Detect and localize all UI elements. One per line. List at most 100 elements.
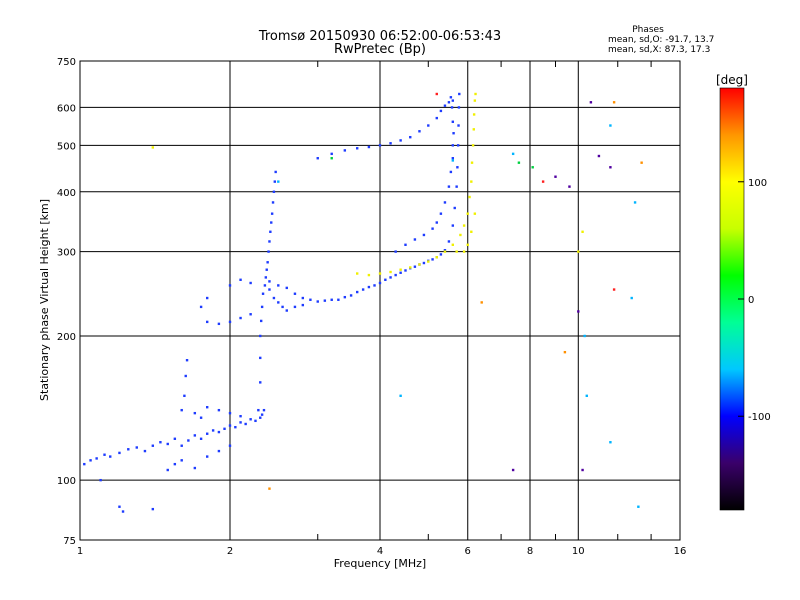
data-point bbox=[271, 201, 275, 204]
data-point bbox=[316, 157, 319, 160]
data-point bbox=[609, 166, 612, 169]
data-point bbox=[427, 124, 430, 127]
data-point bbox=[355, 290, 359, 294]
data-point bbox=[293, 292, 297, 295]
data-point bbox=[323, 299, 327, 302]
data-point bbox=[399, 139, 402, 142]
data-point bbox=[193, 411, 197, 415]
data-point bbox=[389, 276, 392, 279]
data-point bbox=[234, 425, 237, 429]
data-point bbox=[343, 149, 347, 152]
data-point bbox=[249, 313, 252, 316]
data-point bbox=[173, 462, 177, 466]
stats-line-x: mean, sd,X: 87.3, 17.3 bbox=[608, 45, 710, 55]
stats-heading: Phases bbox=[632, 25, 664, 35]
data-point bbox=[399, 268, 402, 271]
data-point bbox=[449, 170, 453, 174]
data-point bbox=[470, 161, 474, 164]
data-point bbox=[589, 101, 593, 104]
data-point bbox=[581, 230, 584, 233]
data-point bbox=[259, 416, 262, 419]
data-point bbox=[264, 276, 268, 279]
data-point bbox=[568, 185, 571, 188]
data-point bbox=[180, 459, 183, 462]
y-tick-label: 400 bbox=[57, 188, 76, 199]
data-point bbox=[259, 319, 263, 323]
y-tick-label: 600 bbox=[57, 103, 76, 114]
x-tick-label: 1 bbox=[77, 546, 83, 557]
data-point bbox=[217, 449, 221, 453]
data-point bbox=[443, 249, 447, 252]
data-point bbox=[452, 132, 455, 135]
y-tick-label: 100 bbox=[57, 476, 76, 487]
data-point bbox=[185, 359, 189, 362]
data-point bbox=[265, 268, 268, 271]
data-point bbox=[451, 144, 455, 147]
data-point bbox=[455, 250, 458, 253]
data-point bbox=[249, 418, 252, 421]
data-point bbox=[404, 269, 407, 272]
data-point bbox=[612, 101, 616, 104]
data-point bbox=[455, 185, 458, 188]
data-point bbox=[277, 180, 280, 183]
data-point bbox=[254, 419, 257, 423]
data-point bbox=[451, 120, 455, 123]
data-point bbox=[449, 96, 453, 99]
data-point bbox=[431, 258, 434, 261]
x-tick-label: 10 bbox=[572, 546, 585, 557]
data-point bbox=[330, 152, 333, 156]
data-point bbox=[143, 449, 147, 453]
data-point bbox=[184, 374, 187, 378]
data-point bbox=[399, 271, 402, 274]
data-point bbox=[473, 99, 477, 102]
data-point bbox=[633, 201, 637, 204]
data-point bbox=[389, 142, 392, 145]
data-point bbox=[384, 278, 387, 281]
data-point bbox=[151, 146, 155, 149]
data-point bbox=[239, 316, 242, 320]
data-point bbox=[443, 201, 447, 204]
data-point bbox=[244, 422, 247, 426]
data-point bbox=[378, 272, 382, 275]
data-point bbox=[268, 288, 271, 291]
data-point bbox=[413, 238, 417, 241]
data-point bbox=[541, 180, 545, 183]
data-point bbox=[309, 298, 312, 301]
data-point bbox=[239, 421, 242, 424]
data-point bbox=[118, 451, 121, 455]
data-point bbox=[173, 437, 177, 440]
data-point bbox=[472, 128, 475, 131]
data-point bbox=[217, 408, 221, 412]
data-point bbox=[205, 406, 209, 409]
data-point bbox=[367, 145, 371, 149]
data-point bbox=[259, 334, 262, 338]
data-point bbox=[259, 356, 262, 360]
data-point bbox=[268, 487, 271, 490]
data-point bbox=[435, 92, 438, 96]
data-point bbox=[418, 263, 421, 266]
data-point bbox=[451, 157, 455, 160]
data-point bbox=[457, 124, 460, 127]
data-point bbox=[531, 166, 534, 169]
data-point bbox=[355, 147, 359, 150]
data-points bbox=[83, 92, 643, 513]
data-point bbox=[435, 221, 438, 224]
data-point bbox=[456, 166, 459, 169]
y-tick-label: 500 bbox=[57, 141, 76, 152]
x-tick-label: 16 bbox=[674, 546, 687, 557]
colorbar-label: [deg] bbox=[716, 73, 748, 87]
data-point bbox=[270, 212, 274, 215]
data-point bbox=[470, 180, 473, 183]
data-point bbox=[217, 322, 221, 326]
data-point bbox=[581, 468, 584, 472]
data-point bbox=[166, 468, 169, 472]
y-axis-label: Stationary phase Virtual Height [km] bbox=[38, 199, 51, 401]
data-point bbox=[337, 298, 340, 301]
data-point bbox=[217, 430, 221, 434]
data-point bbox=[199, 305, 203, 309]
data-point bbox=[361, 288, 365, 291]
data-point bbox=[109, 455, 112, 458]
data-point bbox=[447, 240, 451, 243]
colorbar-tick-label: 100 bbox=[748, 178, 767, 189]
data-point bbox=[239, 414, 242, 418]
